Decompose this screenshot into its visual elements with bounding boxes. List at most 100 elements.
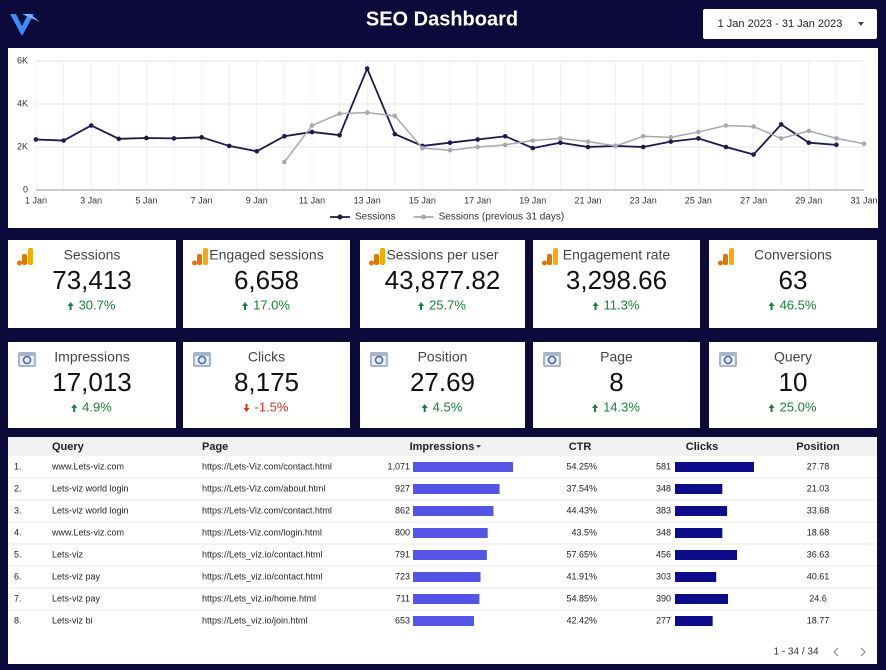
column-header[interactable]: Clicks — [686, 441, 718, 453]
data-point — [33, 137, 39, 142]
cell-position: 33.68 — [807, 505, 830, 515]
kpi-value: 43,877.82 — [385, 265, 501, 295]
column-header[interactable]: Impressions — [410, 441, 475, 453]
search-console-icon — [545, 356, 559, 365]
x-tick-label: 13 Jan — [354, 195, 381, 205]
x-tick-label: 3 Jan — [80, 195, 102, 205]
data-point — [696, 129, 701, 135]
cell-impressions: 791 — [395, 549, 410, 559]
trend-up-arrow — [768, 302, 775, 310]
column-header[interactable]: Query — [52, 441, 85, 453]
kpi-value: 6,658 — [234, 265, 299, 295]
clicks-bar — [675, 506, 728, 516]
kpi-label: Clicks — [248, 349, 285, 365]
x-tick-label: 7 Jan — [191, 195, 213, 205]
data-point — [420, 145, 425, 151]
clicks-bar — [675, 616, 713, 626]
trend-up-arrow — [768, 404, 775, 412]
cell-position: 21.03 — [807, 483, 830, 493]
cell-query: www.Lets-viz.com — [51, 527, 124, 537]
data-point — [530, 145, 536, 151]
cell-query: Lets-viz pay — [52, 593, 101, 603]
data-point — [640, 144, 646, 150]
analytics-icon — [203, 248, 208, 265]
kpi-card — [360, 240, 525, 328]
logo — [10, 14, 40, 36]
data-point — [723, 123, 729, 128]
cell-clicks: 303 — [656, 571, 671, 581]
data-point — [337, 111, 342, 116]
kpi-label: Conversions — [754, 247, 832, 263]
cell-ctr: 41.91% — [566, 571, 597, 581]
data-point — [475, 137, 480, 142]
trend-up-arrow — [418, 302, 425, 310]
cell-impressions: 723 — [395, 571, 410, 581]
cell-page: https://Lets_viz.io/contact.html — [202, 571, 323, 581]
x-tick-label: 25 Jan — [685, 195, 712, 205]
analytics-icon — [369, 260, 374, 266]
series-line — [35, 66, 837, 156]
cell-impressions: 800 — [395, 527, 410, 537]
column-header[interactable]: Page — [202, 441, 228, 453]
analytics-icon — [28, 248, 33, 265]
kpi-label: Engaged sessions — [209, 247, 323, 263]
search-console-icon — [22, 355, 32, 365]
column-header[interactable]: Position — [796, 441, 840, 453]
date-picker[interactable] — [703, 9, 877, 39]
analytics-icon — [374, 254, 379, 265]
impressions-bar — [413, 506, 494, 516]
kpi-card — [533, 240, 700, 328]
kpi-change: 25.0% — [780, 399, 817, 414]
legend-label: Sessions — [355, 212, 396, 223]
row-index: 1. — [14, 461, 22, 471]
cell-impressions: 711 — [396, 593, 410, 603]
cell-page: https://Lets-Viz.com/contact.html — [202, 461, 332, 471]
next-page[interactable] — [860, 647, 866, 657]
x-tick-label: 19 Jan — [519, 195, 546, 205]
legend-marker-dot — [337, 214, 343, 220]
impressions-bar — [413, 572, 481, 582]
clicks-bar — [675, 462, 754, 472]
kpi-label: Page — [600, 349, 633, 365]
kpi-value: 73,413 — [52, 265, 132, 295]
legend-label: Sessions (previous 31 days) — [439, 212, 565, 223]
trend-up-arrow — [242, 302, 249, 310]
kpi-value: 17,013 — [52, 367, 132, 397]
data-point — [88, 123, 94, 128]
cell-impressions: 927 — [395, 483, 410, 493]
cell-ctr: 54.85% — [566, 593, 597, 603]
cell-ctr: 37.54% — [566, 483, 597, 493]
kpi-value: 27.69 — [410, 367, 475, 397]
cell-page: https://Lets-Viz.com/login.html — [202, 527, 322, 537]
kpi-change: -1.5% — [255, 399, 289, 414]
trend-down-arrow — [243, 404, 250, 412]
impressions-bar — [413, 550, 487, 560]
cell-page: https://Lets_viz.io/contact.html — [202, 549, 323, 559]
column-header[interactable]: CTR — [569, 441, 592, 453]
prev-page[interactable] — [833, 647, 839, 657]
analytics-icon — [718, 260, 723, 266]
impressions-bar — [413, 462, 513, 472]
data-point — [834, 136, 839, 141]
search-console-icon — [197, 355, 207, 365]
y-tick-label: 2K — [17, 141, 28, 151]
cell-clicks: 383 — [656, 505, 671, 515]
data-point — [364, 110, 370, 115]
x-tick-label: 27 Jan — [740, 195, 767, 205]
analytics-icon — [729, 248, 734, 265]
data-point — [613, 143, 618, 149]
data-point — [392, 113, 398, 119]
sort-arrow[interactable] — [476, 445, 481, 448]
dropdown-arrow[interactable] — [858, 22, 864, 26]
data-point — [502, 142, 508, 148]
date-range[interactable]: 1 Jan 2023 - 31 Jan 2023 — [718, 18, 843, 30]
data-point — [116, 136, 122, 142]
data-point — [723, 144, 729, 150]
trend-up-arrow — [592, 404, 599, 412]
cell-impressions: 862 — [395, 505, 410, 515]
kpi-label: Engagement rate — [563, 247, 671, 263]
kpi-label: Sessions per user — [386, 247, 498, 263]
kpi-value: 8 — [609, 367, 623, 397]
kpi-value: 10 — [779, 367, 808, 397]
